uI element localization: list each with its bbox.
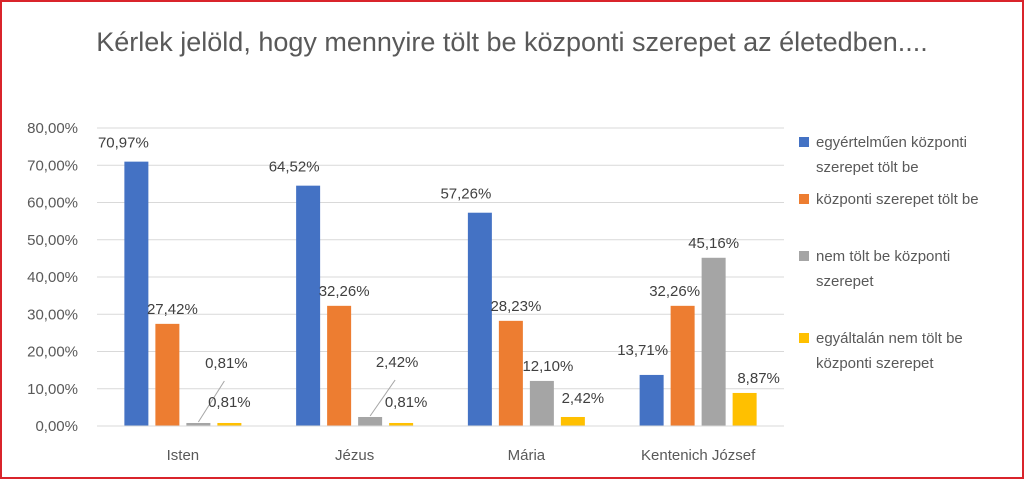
legend: egyértelműen központi szerepet tölt be k… <box>799 130 989 376</box>
data-label: 64,52% <box>269 159 320 176</box>
y-tick-label: 30,00% <box>27 306 78 323</box>
bar-isten-series-0 <box>124 161 149 426</box>
legend-swatch <box>799 194 809 204</box>
data-label: 0,81% <box>385 394 428 411</box>
bar-jézus-series-0 <box>296 185 321 426</box>
bar-kentenich-józsef-series-0 <box>639 374 664 426</box>
data-label: 12,10% <box>522 358 573 375</box>
legend-item: nem tölt be központi szerepet <box>799 244 989 294</box>
category-label: Isten <box>167 447 200 464</box>
y-tick-label: 0,00% <box>35 418 78 435</box>
bar-isten-series-2 <box>186 422 211 426</box>
legend-label: egyáltalán nem tölt be központi szerepet <box>816 330 963 372</box>
y-tick-label: 40,00% <box>27 269 78 286</box>
leader-line <box>197 380 225 423</box>
y-tick-label: 20,00% <box>27 344 78 361</box>
y-tick-label: 50,00% <box>27 232 78 249</box>
y-tick-label: 70,00% <box>27 157 78 174</box>
bar-kentenich-józsef-series-3 <box>732 392 757 426</box>
legend-swatch <box>799 137 809 147</box>
data-label: 0,81% <box>208 394 251 411</box>
data-label: 70,97% <box>98 135 149 152</box>
legend-item: egyértelműen központi szerepet tölt be <box>799 130 989 180</box>
data-label: 13,71% <box>617 342 668 359</box>
bar-kentenich-józsef-series-2 <box>701 257 726 426</box>
data-label: 57,26% <box>440 186 491 203</box>
bar-isten-series-1 <box>155 323 180 426</box>
legend-swatch <box>799 333 809 343</box>
data-label: 8,87% <box>737 370 780 387</box>
legend-item: egyáltalán nem tölt be központi szerepet <box>799 326 989 376</box>
data-label: 32,26% <box>319 283 370 300</box>
bar-mária-series-0 <box>467 212 492 426</box>
y-tick-label: 80,00% <box>27 120 78 137</box>
data-label: 27,42% <box>147 301 198 318</box>
legend-swatch <box>799 251 809 261</box>
bar-jézus-series-2 <box>358 416 383 426</box>
y-tick-label: 10,00% <box>27 381 78 398</box>
y-tick-label: 60,00% <box>27 195 78 212</box>
data-label: 28,23% <box>490 298 541 315</box>
bar-jézus-series-3 <box>389 422 414 426</box>
bar-mária-series-2 <box>529 380 554 426</box>
legend-item: központi szerepet tölt be <box>799 187 989 212</box>
bar-mária-series-1 <box>498 320 523 426</box>
bar-isten-series-3 <box>217 422 242 426</box>
legend-label: egyértelműen központi szerepet tölt be <box>816 134 967 176</box>
bar-mária-series-3 <box>560 416 585 426</box>
chart-title: Kérlek jelöld, hogy mennyire tölt be köz… <box>96 27 928 57</box>
data-label: 2,42% <box>376 354 419 371</box>
bar-kentenich-józsef-series-1 <box>670 305 695 426</box>
data-label: 2,42% <box>562 390 605 407</box>
category-label: Kentenich József <box>641 447 756 464</box>
category-label: Jézus <box>335 447 374 464</box>
bar-jézus-series-1 <box>327 305 352 426</box>
leader-line <box>369 379 396 417</box>
data-label: 45,16% <box>688 235 739 252</box>
legend-label: központi szerepet tölt be <box>816 191 979 208</box>
legend-label: nem tölt be központi szerepet <box>816 248 951 290</box>
category-label: Mária <box>508 447 546 464</box>
data-label: 32,26% <box>649 283 700 300</box>
data-label: 0,81% <box>205 355 248 372</box>
